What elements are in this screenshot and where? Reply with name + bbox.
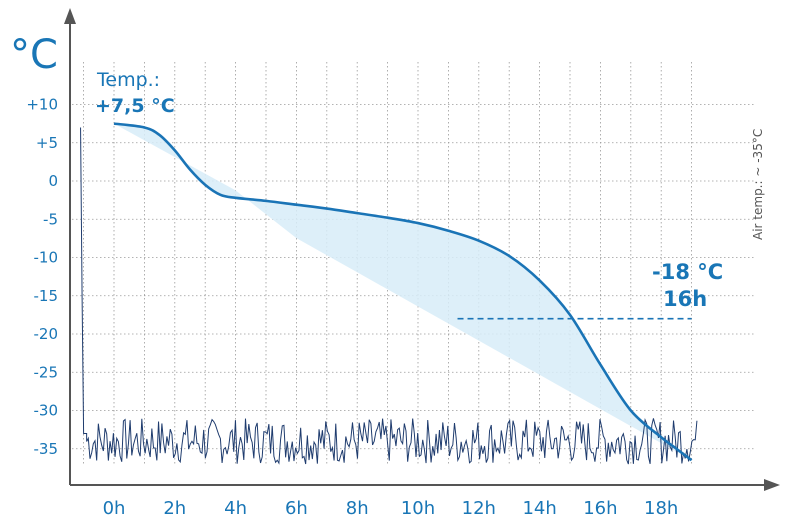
axes: [64, 8, 780, 491]
y-tick-label: -25: [34, 363, 59, 381]
start-value: +7,5 °C: [95, 95, 175, 117]
x-tick-label: 8h: [346, 498, 369, 519]
y-tick-label: -35: [34, 440, 59, 458]
x-tick-label: 14h: [522, 498, 556, 519]
x-tick-label: 2h: [163, 498, 186, 519]
noise-series: [80, 127, 698, 465]
y-tick-label: -10: [34, 249, 59, 267]
y-tick-labels: +10 +5 0 -5 -10 -15 -20 -25 -30 -35: [26, 96, 58, 458]
shaded-band: [114, 123, 692, 461]
x-tick-label: 16h: [583, 498, 617, 519]
start-label: Temp.:: [96, 69, 160, 91]
x-tick-label: 0h: [103, 498, 126, 519]
y-tick-label: -30: [34, 402, 59, 420]
y-axis-arrow: [64, 8, 76, 24]
y-tick-label: -5: [43, 210, 58, 228]
temperature-line: [113, 122, 693, 462]
y-tick-label: +5: [36, 134, 58, 152]
x-tick-label: 12h: [462, 498, 496, 519]
y-tick-label: +10: [26, 96, 58, 114]
target-temp-label: -18 °C: [652, 260, 723, 284]
x-tick-labels: 0h 2h 4h 6h 8h 10h 12h 14h 16h 18h: [103, 498, 679, 519]
y-unit-label: °C: [10, 32, 58, 78]
y-tick-label: -15: [34, 287, 59, 305]
x-tick-label: 10h: [401, 498, 435, 519]
air-temp-note: Air temp.: ~ -35°C: [751, 129, 765, 240]
target-time-label: 16h: [663, 287, 707, 311]
x-axis-arrow: [764, 479, 780, 491]
y-tick-label: 0: [48, 172, 58, 190]
x-tick-label: 6h: [285, 498, 308, 519]
x-tick-label: 4h: [224, 498, 247, 519]
y-tick-label: -20: [34, 325, 59, 343]
x-tick-label: 18h: [644, 498, 678, 519]
